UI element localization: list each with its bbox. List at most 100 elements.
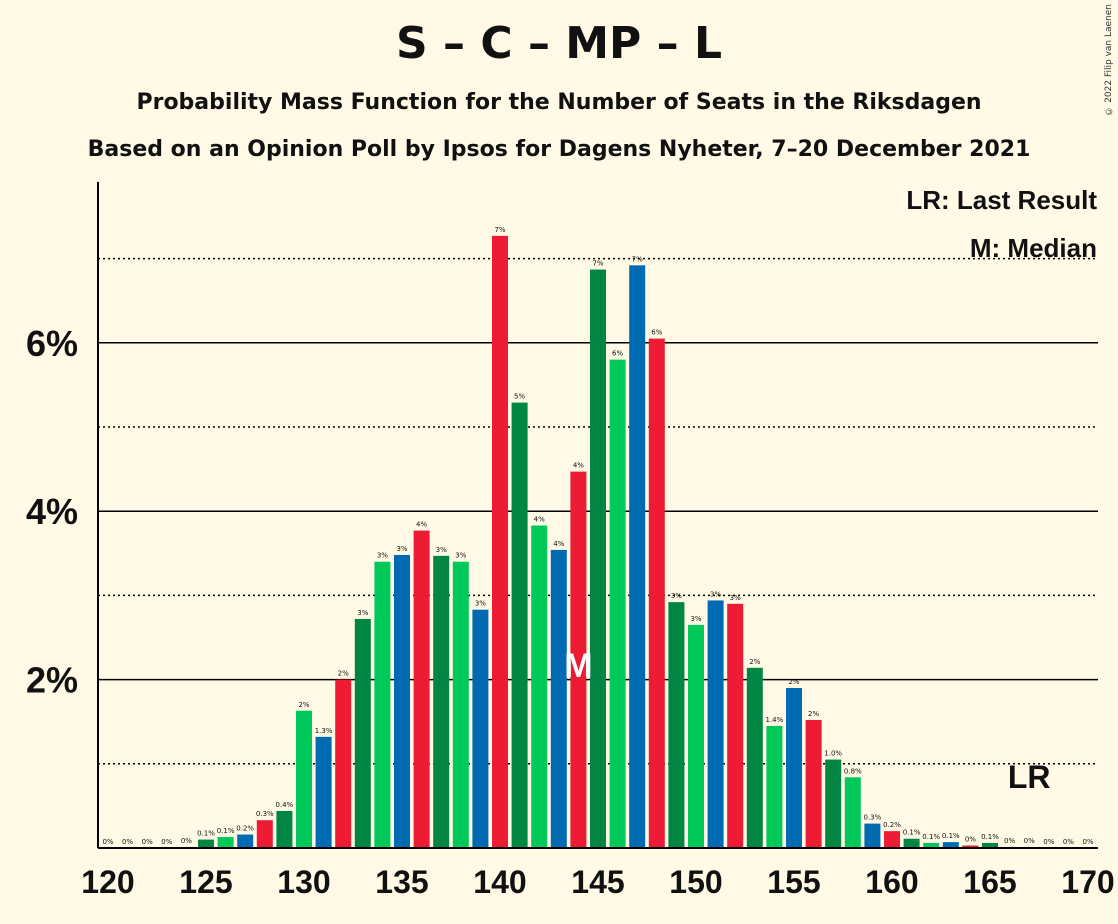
bar-label-seat-153: 2%: [749, 658, 760, 666]
bar-seat-152: [727, 603, 744, 848]
bar-label-seat-135: 3%: [396, 545, 407, 553]
x-tick-label: 130: [277, 864, 330, 900]
bar-label-seat-125: 0.1%: [197, 830, 215, 838]
x-tick-label: 140: [473, 864, 526, 900]
bar-seat-147: [629, 265, 646, 848]
bar-seat-143: [550, 549, 567, 848]
chart-subtitle: Probability Mass Function for the Number…: [136, 90, 982, 115]
bar-label-seat-151: 3%: [710, 590, 721, 598]
bar-labels: 0% 0% 0% 0% 0%0.1% 0.1% 0.2%0.3%0.4%2%1.3%2%3%…: [102, 226, 1093, 846]
x-tick-label: 160: [865, 864, 918, 900]
bar-label-seat-122: 0%: [142, 838, 153, 846]
last-result-marker: LR: [1008, 759, 1051, 795]
bar-seat-128: [256, 820, 273, 848]
bar-label-seat-133: 3%: [357, 609, 368, 617]
bar-seat-145: [590, 269, 606, 848]
bar-label-seat-129: 0.4%: [276, 801, 294, 809]
y-tick-label: 6%: [26, 323, 78, 364]
bar-label-seat-152: 3%: [730, 594, 741, 602]
bar-label-seat-144: 4%: [573, 462, 584, 470]
chart-source-subtitle: Based on an Opinion Poll by Ipsos for Da…: [87, 137, 1031, 162]
legend-median: M: Median: [970, 233, 1097, 263]
bar-label-seat-157: 1.0%: [824, 750, 842, 758]
bar-seat-155: [786, 688, 802, 848]
bar-seat-140: [492, 235, 508, 849]
x-tick-label: 165: [963, 864, 1016, 900]
bar-seat-157: [825, 759, 842, 848]
bar-label-seat-142: 4%: [534, 516, 545, 524]
bar-label-seat-128: 0.3%: [256, 810, 274, 818]
bar-seat-151: [707, 600, 724, 848]
bar-seat-164: [962, 845, 979, 848]
bar-seat-131: [315, 736, 332, 848]
bar-label-seat-147: 7%: [632, 255, 643, 263]
x-tick-label: 145: [571, 864, 624, 900]
bar-label-seat-158: 0.8%: [844, 767, 862, 775]
bar-seat-134: [374, 561, 391, 848]
bar-label-seat-148: 6%: [651, 329, 662, 337]
bar-label-seat-159: 0.3%: [864, 814, 882, 822]
x-tick-label: 135: [375, 864, 428, 900]
bar-seat-133: [354, 618, 371, 848]
bar-label-seat-155: 2%: [788, 678, 799, 686]
bar-seat-132: [335, 679, 352, 848]
bar-seat-162: [923, 842, 940, 848]
bar-label-seat-154: 1.4%: [766, 716, 784, 724]
bar-label-seat-131: 1.3%: [315, 727, 333, 735]
bar-seat-150: [688, 624, 704, 848]
x-tick-label: 155: [767, 864, 820, 900]
bars: [178, 235, 1038, 849]
bar-label-seat-134: 3%: [377, 552, 388, 560]
bar-seat-158: [844, 777, 861, 848]
y-tick-label: 4%: [26, 491, 78, 532]
bar-label-seat-149: 3%: [671, 592, 682, 600]
x-tick-label: 170: [1061, 864, 1114, 900]
bar-seat-127: [237, 834, 254, 848]
bar-label-seat-140: 7%: [494, 226, 505, 234]
bar-seat-129: [276, 810, 293, 848]
bar-label-seat-132: 2%: [338, 670, 349, 678]
bar-label-seat-169: 0%: [1063, 838, 1074, 846]
bar-seat-163: [942, 842, 959, 848]
x-tick-label: 125: [179, 864, 232, 900]
legend-last-result: LR: Last Result: [906, 185, 1097, 215]
median-marker: M: [564, 647, 592, 685]
bar-label-seat-124: 0%: [181, 837, 192, 845]
bar-seat-153: [746, 667, 763, 848]
bar-label-seat-130: 2%: [298, 701, 309, 709]
bar-label-seat-161: 0.1%: [903, 829, 921, 837]
bar-seat-148: [648, 338, 665, 848]
bar-seat-126: [217, 837, 234, 848]
bar-seat-141: [511, 402, 528, 848]
bar-seat-165: [982, 842, 998, 848]
bar-seat-136: [413, 530, 430, 848]
bar-label-seat-145: 7%: [592, 260, 603, 268]
bar-seat-156: [805, 720, 822, 848]
y-tick-label: 2%: [26, 660, 78, 701]
bar-label-seat-160: 0.2%: [883, 821, 901, 829]
bar-label-seat-136: 4%: [416, 521, 427, 529]
bar-label-seat-123: 0%: [161, 838, 172, 846]
bar-label-seat-166: 0%: [1004, 837, 1015, 845]
bar-seat-144: [570, 471, 587, 848]
bar-seat-159: [864, 823, 881, 848]
bar-seat-137: [433, 555, 450, 848]
bar-label-seat-150: 3%: [690, 615, 701, 623]
bar-seat-149: [668, 602, 685, 848]
bar-label-seat-165: 0.1%: [981, 833, 999, 841]
bar-seat-142: [531, 525, 548, 848]
bar-label-seat-138: 3%: [455, 552, 466, 560]
bar-seat-138: [452, 561, 469, 848]
bar-label-seat-139: 3%: [475, 600, 486, 608]
bar-label-seat-146: 6%: [612, 350, 623, 358]
bar-label-seat-156: 2%: [808, 710, 819, 718]
bar-label-seat-164: 0%: [965, 835, 976, 843]
bar-label-seat-143: 4%: [553, 540, 564, 548]
bar-label-seat-120: 0%: [102, 838, 113, 846]
x-tick-label: 150: [669, 864, 722, 900]
x-tick-label: 120: [81, 864, 134, 900]
bar-label-seat-168: 0%: [1043, 838, 1054, 846]
axes: 2% 4% 6% 120 125 130 135 140 145 150 155 160 165 170: [26, 182, 1115, 900]
bar-seat-125: [198, 839, 214, 848]
bar-label-seat-126: 0.1%: [217, 827, 235, 835]
